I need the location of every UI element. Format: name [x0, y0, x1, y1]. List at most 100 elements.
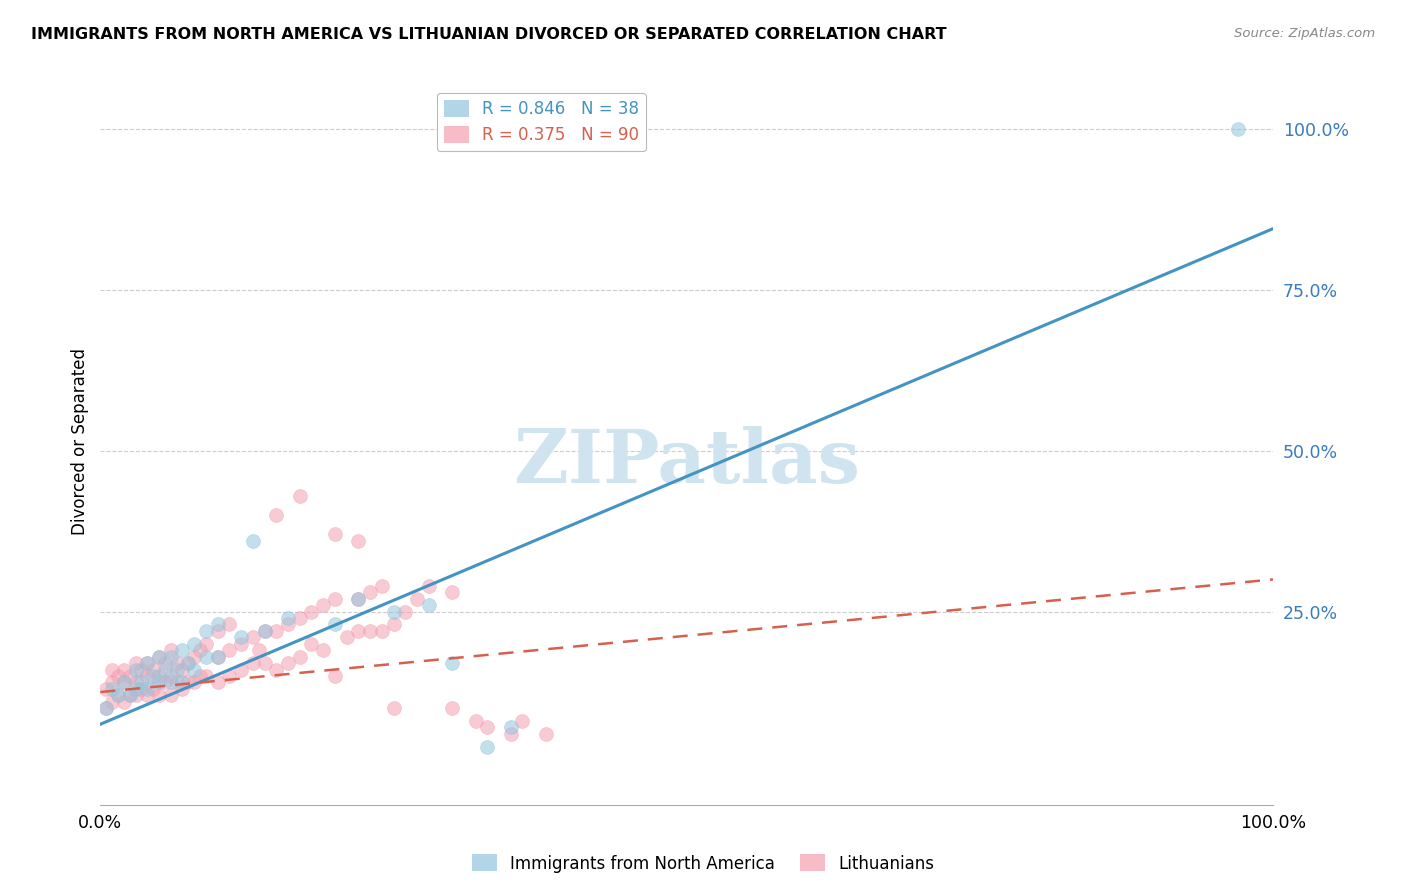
- Point: [153, 663, 176, 677]
- Point: [112, 675, 135, 690]
- Point: [347, 591, 370, 606]
- Point: [277, 617, 299, 632]
- Point: [183, 637, 205, 651]
- Point: [124, 663, 146, 677]
- Point: [136, 669, 159, 683]
- Point: [136, 681, 159, 696]
- Point: [101, 675, 124, 690]
- Point: [229, 631, 252, 645]
- Point: [264, 663, 287, 677]
- Point: [136, 688, 159, 702]
- Point: [288, 649, 311, 664]
- Point: [253, 656, 276, 670]
- Point: [96, 681, 118, 696]
- Point: [499, 721, 522, 735]
- Point: [477, 721, 499, 735]
- Point: [312, 598, 335, 612]
- Point: [131, 681, 153, 696]
- Point: [177, 656, 200, 670]
- Point: [101, 695, 124, 709]
- Point: [323, 527, 346, 541]
- Point: [242, 533, 264, 548]
- Point: [148, 688, 170, 702]
- Point: [194, 637, 217, 651]
- Point: [188, 669, 211, 683]
- Point: [183, 649, 205, 664]
- Point: [148, 649, 170, 664]
- Point: [101, 681, 124, 696]
- Point: [159, 669, 181, 683]
- Point: [207, 617, 229, 632]
- Point: [207, 649, 229, 664]
- Point: [336, 631, 359, 645]
- Point: [247, 643, 270, 657]
- Point: [229, 663, 252, 677]
- Point: [142, 669, 165, 683]
- Point: [136, 656, 159, 670]
- Point: [124, 688, 146, 702]
- Point: [253, 624, 276, 638]
- Point: [264, 508, 287, 522]
- Point: [253, 624, 276, 638]
- Point: [142, 663, 165, 677]
- Point: [112, 695, 135, 709]
- Point: [159, 688, 181, 702]
- Point: [371, 624, 394, 638]
- Point: [136, 656, 159, 670]
- Point: [277, 656, 299, 670]
- Point: [159, 649, 181, 664]
- Point: [183, 663, 205, 677]
- Point: [323, 591, 346, 606]
- Point: [124, 656, 146, 670]
- Point: [371, 579, 394, 593]
- Point: [166, 656, 188, 670]
- Point: [131, 675, 153, 690]
- Point: [172, 643, 194, 657]
- Point: [148, 649, 170, 664]
- Legend: Immigrants from North America, Lithuanians: Immigrants from North America, Lithuania…: [465, 847, 941, 880]
- Point: [347, 624, 370, 638]
- Point: [194, 649, 217, 664]
- Point: [418, 598, 440, 612]
- Point: [107, 688, 129, 702]
- Point: [347, 591, 370, 606]
- Point: [299, 605, 322, 619]
- Point: [207, 675, 229, 690]
- Point: [218, 617, 240, 632]
- Point: [218, 643, 240, 657]
- Point: [118, 688, 141, 702]
- Point: [382, 605, 405, 619]
- Point: [118, 688, 141, 702]
- Point: [441, 701, 464, 715]
- Point: [477, 739, 499, 754]
- Point: [534, 727, 557, 741]
- Y-axis label: Divorced or Separated: Divorced or Separated: [72, 348, 89, 534]
- Point: [288, 489, 311, 503]
- Point: [288, 611, 311, 625]
- Point: [323, 669, 346, 683]
- Point: [194, 669, 217, 683]
- Point: [96, 701, 118, 715]
- Point: [118, 669, 141, 683]
- Point: [299, 637, 322, 651]
- Point: [166, 663, 188, 677]
- Point: [159, 643, 181, 657]
- Point: [277, 611, 299, 625]
- Point: [394, 605, 416, 619]
- Point: [148, 669, 170, 683]
- Point: [172, 681, 194, 696]
- Point: [207, 649, 229, 664]
- Point: [177, 675, 200, 690]
- Point: [464, 714, 486, 728]
- Legend: R = 0.846   N = 38, R = 0.375   N = 90: R = 0.846 N = 38, R = 0.375 N = 90: [437, 93, 645, 151]
- Point: [124, 681, 146, 696]
- Point: [359, 585, 381, 599]
- Point: [441, 585, 464, 599]
- Point: [124, 675, 146, 690]
- Text: ZIPatlas: ZIPatlas: [513, 426, 860, 500]
- Point: [229, 637, 252, 651]
- Text: IMMIGRANTS FROM NORTH AMERICA VS LITHUANIAN DIVORCED OR SEPARATED CORRELATION CH: IMMIGRANTS FROM NORTH AMERICA VS LITHUAN…: [31, 27, 946, 42]
- Point: [107, 669, 129, 683]
- Point: [382, 617, 405, 632]
- Point: [347, 533, 370, 548]
